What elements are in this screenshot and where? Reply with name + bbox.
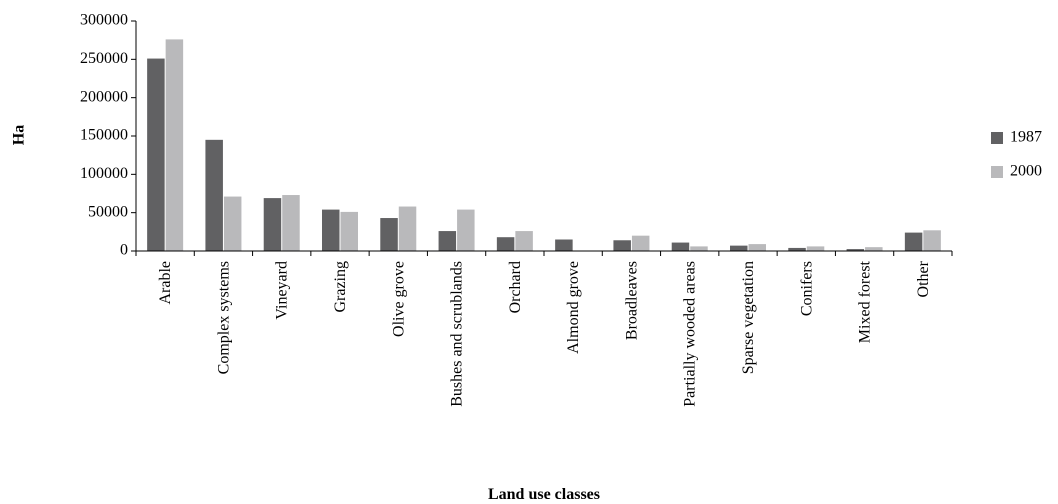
bars-group — [147, 39, 941, 252]
legend-swatch-2000 — [991, 166, 1003, 178]
bar-2000-vineyard — [282, 195, 300, 251]
bar-2000-other — [923, 230, 941, 251]
y-tick-label: 0 — [120, 242, 128, 259]
x-category-label: Vineyard — [274, 261, 291, 320]
legend: 1987 2000 — [991, 129, 1042, 180]
bar-2000-bushes-and-scrublands — [457, 209, 475, 251]
bar-2000-complex-systems — [223, 196, 242, 251]
bar-2000-sparse-vegetation — [748, 244, 766, 251]
x-category-label: Conifers — [798, 261, 815, 316]
bar-1987-arable — [147, 58, 165, 251]
bar-1987-mixed-forest — [846, 249, 865, 251]
bar-2000-partially-wooded-areas — [690, 246, 708, 251]
x-category-label: Broadleaves — [623, 261, 640, 340]
bar-1987-broadleaves — [613, 240, 631, 251]
x-category-label: Grazing — [332, 261, 349, 313]
x-axis-title: Land use classes — [488, 486, 600, 503]
x-category-label: Other — [915, 260, 932, 297]
axes-group — [135, 21, 952, 252]
y-tick-label: 300000 — [80, 12, 128, 29]
x-category-label: Almond grove — [565, 261, 582, 354]
x-category-label: Partially wooded areas — [682, 261, 699, 407]
y-tick-label: 150000 — [80, 127, 128, 144]
legend-label-1987: 1987 — [1010, 129, 1042, 146]
y-tick-label: 200000 — [80, 88, 128, 105]
bar-1987-orchard — [496, 237, 515, 251]
bar-2000-broadleaves — [631, 235, 650, 251]
bar-2000-arable — [165, 39, 184, 252]
bar-2000-conifers — [806, 246, 825, 251]
y-ticks-group: 0 50000 100000 150000 200000 250000 300000 — [80, 12, 136, 259]
x-category-label: Olive grove — [390, 261, 407, 337]
bar-1987-bushes-and-scrublands — [438, 231, 457, 251]
legend-label-2000: 2000 — [1010, 163, 1042, 180]
bar-1987-sparse-vegetation — [730, 245, 748, 251]
bar-1987-olive-grove — [380, 218, 398, 251]
bar-1987-complex-systems — [205, 139, 223, 251]
bar-2000-orchard — [515, 231, 533, 251]
y-tick-label: 50000 — [88, 203, 128, 220]
bar-1987-vineyard — [263, 198, 282, 251]
x-category-label: Mixed forest — [857, 260, 874, 343]
y-tick-label: 250000 — [80, 50, 128, 67]
x-category-label: Sparse vegetation — [740, 261, 757, 374]
bar-1987-partially-wooded-areas — [671, 242, 690, 251]
bar-1987-grazing — [322, 209, 340, 251]
x-category-label: Orchard — [507, 261, 524, 313]
bar-2000-mixed-forest — [865, 247, 883, 251]
bar-2000-olive-grove — [398, 206, 417, 251]
y-axis-title: Ha — [11, 125, 28, 145]
x-category-label: Bushes and scrublands — [449, 261, 466, 407]
bar-1987-almond-grove — [555, 239, 573, 251]
y-tick-label: 100000 — [80, 165, 128, 182]
x-category-label: Arable — [157, 261, 174, 305]
legend-swatch-1987 — [991, 132, 1003, 144]
x-category-label: Complex systems — [215, 261, 232, 374]
x-ticks-group: Arable Complex systems Vineyard Grazing Oliv… — [135, 251, 953, 407]
bar-2000-grazing — [340, 211, 358, 251]
bar-1987-conifers — [788, 247, 806, 251]
bar-1987-other — [904, 232, 923, 251]
